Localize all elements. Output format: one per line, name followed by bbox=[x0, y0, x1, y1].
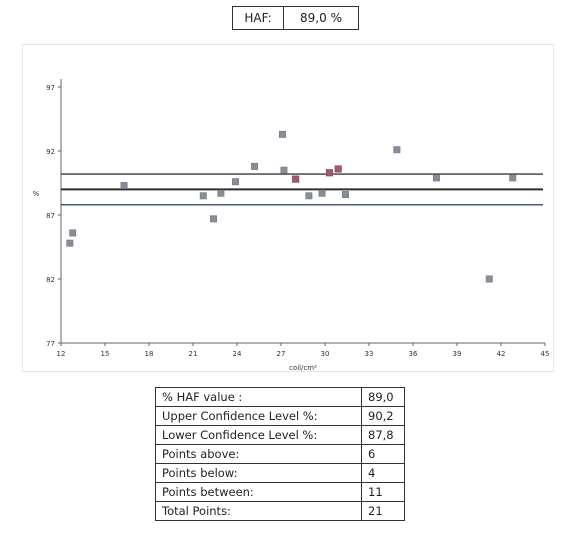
data-point bbox=[509, 174, 517, 182]
haf-summary-box: HAF: 89,0 % bbox=[232, 6, 359, 30]
stats-row: Points above: 6 bbox=[155, 444, 405, 464]
stats-value: 11 bbox=[361, 482, 405, 502]
stats-row: Total Points: 21 bbox=[155, 501, 405, 521]
x-tick-label: 27 bbox=[277, 350, 286, 358]
stats-value: 21 bbox=[361, 501, 405, 521]
highlighted-data-point bbox=[325, 169, 333, 177]
data-point bbox=[393, 146, 401, 154]
stats-table: % HAF value :89,0 Upper Confidence Level … bbox=[155, 387, 405, 521]
stats-label: Lower Confidence Level %: bbox=[155, 425, 362, 445]
x-tick-label: 24 bbox=[233, 350, 242, 358]
chart-panel: 97 92 87 82 77 12 15 18 21 24 27 30 33 36 39 42 45 coil/c… bbox=[22, 44, 554, 372]
data-point bbox=[251, 162, 259, 170]
y-tick-label: 77 bbox=[46, 340, 55, 348]
stats-row: Lower Confidence Level %: 87,8 bbox=[155, 425, 405, 445]
x-tick-label: 21 bbox=[189, 350, 198, 358]
stats-label: Points above: bbox=[155, 444, 362, 464]
x-tick-label: 18 bbox=[145, 350, 154, 358]
x-tick-label: 42 bbox=[497, 350, 506, 358]
data-point bbox=[318, 189, 326, 197]
x-tick-label: 12 bbox=[57, 350, 66, 358]
x-tick-label: 36 bbox=[409, 350, 418, 358]
stats-row: % HAF value :89,0 bbox=[155, 387, 405, 407]
x-tick-label: 30 bbox=[321, 350, 330, 358]
stats-label: % HAF value : bbox=[155, 387, 362, 407]
y-tick-label: 87 bbox=[46, 212, 55, 220]
stats-row: Points between: 11 bbox=[155, 482, 405, 502]
haf-value: 89,0 % bbox=[300, 11, 342, 25]
data-point bbox=[342, 191, 349, 198]
stats-value: 90,2 bbox=[361, 406, 405, 426]
data-point bbox=[305, 192, 313, 200]
y-tick-label: 97 bbox=[46, 84, 55, 92]
highlighted-data-point bbox=[334, 165, 342, 173]
data-point bbox=[69, 229, 77, 237]
stats-row: Points below: 4 bbox=[155, 463, 405, 483]
y-tick-label: 82 bbox=[46, 276, 55, 284]
x-tick-label: 33 bbox=[365, 350, 374, 358]
stats-value: 6 bbox=[361, 444, 405, 464]
haf-label: HAF: bbox=[233, 7, 284, 29]
stats-value: 87,8 bbox=[361, 425, 405, 445]
data-point bbox=[232, 178, 239, 186]
y-tick-label: 92 bbox=[46, 148, 55, 156]
data-point bbox=[433, 174, 440, 182]
x-tick-label: 39 bbox=[453, 350, 462, 358]
data-point bbox=[485, 275, 493, 283]
stats-label: Upper Confidence Level %: bbox=[155, 406, 362, 426]
stats-label: Points between: bbox=[155, 482, 362, 502]
data-point bbox=[210, 215, 217, 223]
y-axis-label: % bbox=[33, 190, 40, 198]
stats-label: Points below: bbox=[155, 463, 362, 483]
x-tick-label: 15 bbox=[101, 350, 110, 358]
highlighted-data-point bbox=[292, 175, 300, 183]
stats-value: 4 bbox=[361, 463, 405, 483]
data-point bbox=[279, 130, 286, 138]
stats-label: Total Points: bbox=[155, 501, 362, 521]
x-tick-label: 45 bbox=[541, 350, 550, 358]
data-point bbox=[66, 239, 74, 247]
stats-value: 89,0 bbox=[361, 387, 405, 407]
data-point bbox=[199, 192, 207, 200]
data-point bbox=[120, 182, 128, 190]
stats-row: Upper Confidence Level %: 90,2 bbox=[155, 406, 405, 426]
x-axis-label: coil/cm² bbox=[289, 364, 317, 371]
data-point bbox=[217, 189, 225, 197]
data-point bbox=[280, 166, 288, 174]
